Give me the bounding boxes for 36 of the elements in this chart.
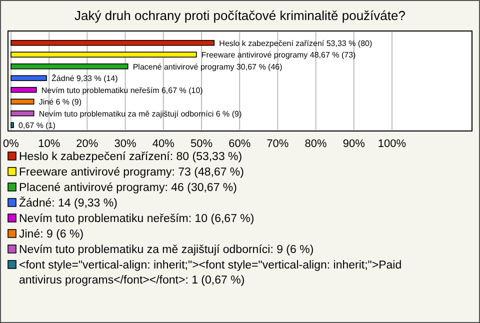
x-tick-label: 50% xyxy=(190,138,213,150)
category-label: Placené antivirové programy 30,67 % (46) xyxy=(132,62,282,72)
category-label: Žádné 9,33 % (14) xyxy=(52,74,118,84)
x-tick-label: 30% xyxy=(114,138,137,150)
bar xyxy=(10,63,128,70)
bar xyxy=(10,52,197,58)
text: Jiné: 9 (6 %) xyxy=(19,228,84,240)
data-label: 0,67 % (1) xyxy=(18,121,56,130)
bar xyxy=(10,98,34,105)
x-tick-label: 60% xyxy=(228,138,251,150)
x-tick-label: 70% xyxy=(266,138,289,150)
bar xyxy=(10,86,37,93)
bar xyxy=(10,122,14,128)
x-tick-label: 20% xyxy=(76,138,98,150)
text: Žádné: 14 (9,33 %) xyxy=(19,196,118,210)
x-tick-label: 40% xyxy=(152,138,175,150)
category-label: Freeware antivirové programy 48,67 % (73) xyxy=(201,50,356,60)
x-tick-label: 90% xyxy=(342,138,366,150)
bar xyxy=(10,40,215,46)
category-label: Heslo k zabezpečení zařízení 53,33 % (80) xyxy=(219,38,372,48)
bar xyxy=(10,110,34,116)
text: Placené antivirové programy: 46 (30,67 %) xyxy=(19,182,238,194)
category-label: Nevím tuto problematiku neřeším 6,67 % (10) xyxy=(41,86,203,95)
text: Freeware antivirové programy: 73 (48,67 %) xyxy=(19,166,244,178)
category-label: Nevím tuto problematiku za mě zajištují odborníci 6 % (9) xyxy=(38,109,242,118)
text: Heslo k zabezpečení zařízení: 80 (53,33 %) xyxy=(19,151,242,163)
text: Nevím tuto problematiku neřeším: 10 (6,67 %) xyxy=(19,213,254,225)
category-label: Jiné 6 % (9) xyxy=(38,98,82,107)
chart-title: Jaký druh ochrany proti počítačové kriminalitě používáte? xyxy=(74,8,406,23)
x-tick-label: 80% xyxy=(304,138,328,150)
x-tick-label: 100% xyxy=(378,138,406,150)
text: <font style="vertical-align: inherit;"><font style="vertical-align: inherit;">Paid antivirus programs</font></font>: 1 (0,67 %) xyxy=(19,260,402,286)
text: Nevím tuto problematiku za mě zajištují odborníci: 9 (6 %) xyxy=(19,244,314,256)
x-tick-label: 0% xyxy=(3,138,20,150)
bar xyxy=(10,75,47,82)
x-tick-label: 10% xyxy=(38,138,60,150)
